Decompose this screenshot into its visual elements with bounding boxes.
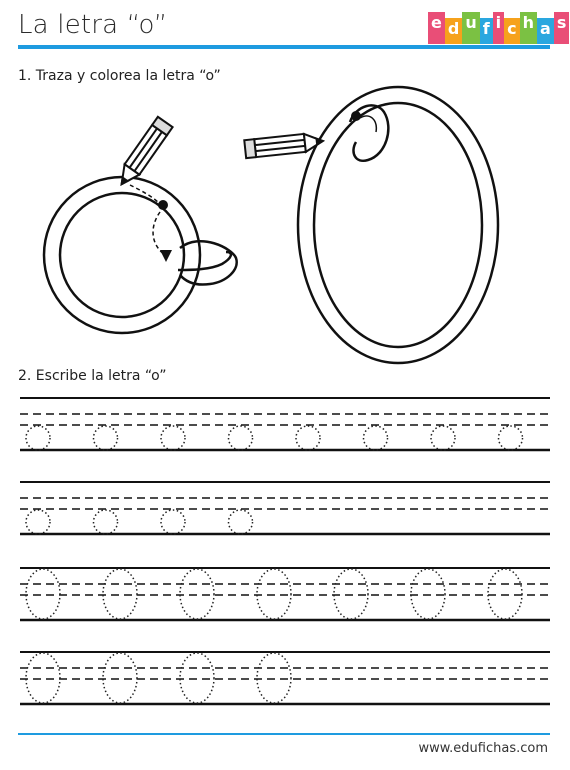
logo-letter: d xyxy=(444,18,463,44)
pencil-icon xyxy=(120,115,175,187)
writing-practice-area xyxy=(20,397,550,706)
tracing-letter-o xyxy=(410,568,446,620)
tracing-letter-o xyxy=(497,425,524,451)
trace-letter-small-o xyxy=(42,175,238,335)
tracing-letter-o xyxy=(256,652,292,704)
logo-letter: h xyxy=(519,12,538,44)
tracing-letter-o xyxy=(25,568,61,620)
tracing-letter-o xyxy=(227,425,254,451)
tracing-letter-o xyxy=(333,568,369,620)
logo-letter: a xyxy=(537,18,554,44)
logo-letter: f xyxy=(479,18,493,44)
section-trace-heading: 1. Traza y colorea la letra “o” xyxy=(18,68,221,84)
tracing-letter-o xyxy=(160,425,186,451)
tracing-letter-o xyxy=(179,568,215,620)
tracing-letter-o xyxy=(160,509,186,535)
pencil-icon xyxy=(243,132,326,160)
logo-letter: i xyxy=(492,12,505,44)
header-rule xyxy=(18,45,550,49)
tracing-letter-o xyxy=(92,509,119,535)
trace-letter-capital-o xyxy=(296,85,500,365)
tracing-letter-o xyxy=(487,568,523,620)
tracing-letter-o xyxy=(25,425,51,451)
tracing-letter-o xyxy=(430,425,456,451)
tracing-letter-o xyxy=(362,425,389,451)
tracing-letter-o xyxy=(295,425,321,451)
tracing-letter-o xyxy=(256,568,292,620)
section-write-heading: 2. Escribe la letra “o” xyxy=(18,368,167,384)
logo-letter: c xyxy=(504,18,520,44)
logo-letter: e xyxy=(428,12,445,44)
logo-letter: s xyxy=(553,12,570,44)
tracing-letter-o xyxy=(179,652,215,704)
footer-url: www.edufichas.com xyxy=(418,741,548,756)
tracing-letter-o xyxy=(102,568,138,620)
logo-letter: u xyxy=(462,12,480,44)
page-title: La letra “o” xyxy=(18,10,168,40)
tracing-letter-o xyxy=(25,509,51,535)
tracing-letter-o xyxy=(92,425,119,451)
tracing-letter-o xyxy=(227,509,254,535)
tracing-letter-o xyxy=(102,652,138,704)
tracing-letter-o xyxy=(25,652,61,704)
footer-rule xyxy=(18,733,550,735)
